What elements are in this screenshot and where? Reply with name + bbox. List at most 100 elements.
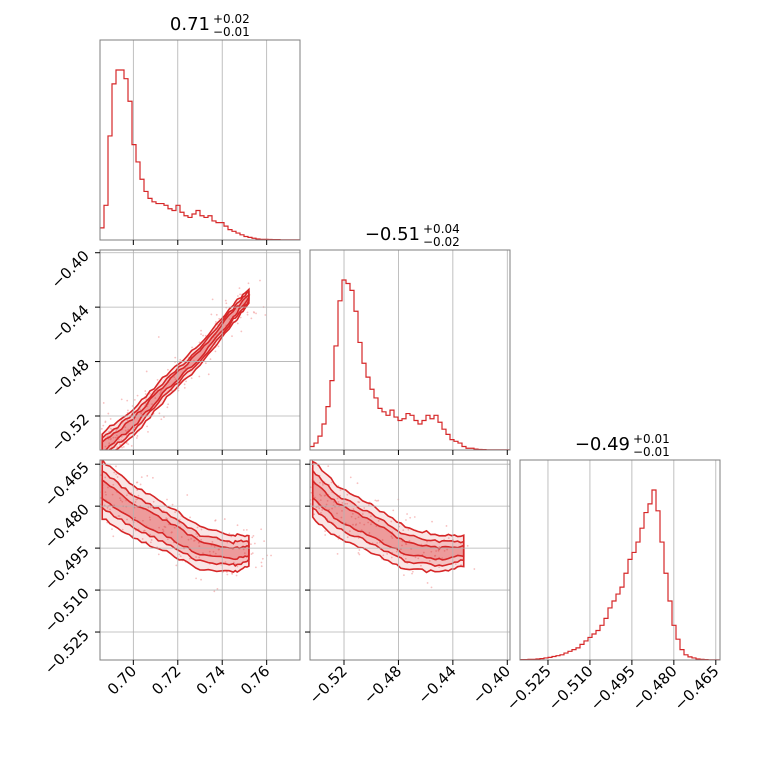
sample-point	[367, 504, 370, 506]
sample-point	[150, 539, 153, 541]
sample-point	[228, 532, 231, 535]
sample-point	[193, 539, 195, 542]
sample-point	[404, 557, 407, 560]
sample-point	[354, 517, 357, 520]
sample-point	[95, 413, 97, 415]
sample-point	[346, 502, 349, 505]
sample-point	[361, 513, 364, 515]
sample-point	[119, 499, 122, 502]
sample-point	[187, 538, 190, 541]
sample-point	[204, 334, 207, 337]
sample-point	[83, 483, 85, 485]
y-tick-label: −0.510	[41, 584, 93, 636]
sample-point	[352, 523, 354, 526]
sample-point	[243, 552, 246, 555]
sample-point	[306, 521, 308, 523]
sample-point	[147, 430, 149, 433]
sample-point	[162, 509, 165, 512]
sample-point	[126, 419, 129, 422]
sample-point	[251, 552, 254, 555]
sample-point	[149, 541, 152, 544]
sample-point	[195, 533, 198, 535]
sample-point	[116, 446, 119, 449]
sample-point	[143, 529, 146, 532]
sample-point	[195, 556, 197, 558]
sample-point	[214, 320, 217, 323]
sample-point	[377, 499, 380, 502]
sample-point	[95, 445, 97, 447]
sample-point	[147, 506, 150, 509]
sample-point	[125, 442, 128, 444]
x-tick-label: 0.72	[148, 662, 184, 698]
sample-point	[89, 479, 91, 481]
sample-point	[346, 493, 349, 496]
sample-point	[173, 526, 176, 529]
sample-point	[297, 482, 299, 484]
sample-point	[473, 568, 476, 570]
param-title-lower: −0.02	[423, 235, 460, 249]
sample-point	[405, 519, 407, 521]
sample-point	[202, 334, 204, 337]
sample-point	[226, 541, 229, 544]
sample-point	[374, 499, 377, 502]
sample-point	[239, 293, 241, 296]
sample-point	[112, 436, 115, 439]
sample-point	[107, 486, 109, 489]
sample-point	[307, 480, 309, 482]
sample-point	[370, 523, 372, 526]
sample-point	[437, 549, 440, 552]
sample-point	[121, 446, 123, 449]
sample-point	[184, 367, 187, 370]
sample-point	[208, 550, 211, 553]
sample-point	[246, 311, 249, 314]
sample-point	[392, 509, 395, 512]
sample-point	[408, 539, 411, 542]
sample-point	[466, 544, 469, 547]
histogram-panel-0	[99, 39, 301, 241]
sample-point	[336, 497, 339, 500]
sample-point	[381, 539, 384, 541]
sample-point	[302, 509, 304, 511]
sample-point	[159, 393, 162, 395]
sample-point	[242, 529, 245, 531]
sample-point	[104, 476, 107, 479]
sample-point	[414, 556, 417, 559]
density-contour	[311, 478, 465, 561]
sample-point	[319, 481, 321, 484]
sample-point	[198, 545, 201, 548]
sample-point	[235, 574, 238, 577]
sample-point	[178, 521, 181, 524]
sample-point	[102, 424, 105, 427]
sample-point	[390, 535, 393, 538]
y-tick-label: −0.525	[41, 626, 93, 678]
y-tick-label: −0.480	[41, 500, 93, 552]
sample-point	[218, 317, 221, 320]
sample-point	[198, 556, 201, 559]
sample-point	[413, 516, 416, 518]
sample-point	[246, 313, 249, 316]
sample-point	[116, 476, 119, 478]
pair-panel-body	[95, 279, 267, 456]
x-tick-label: −0.480	[629, 662, 681, 714]
sample-point	[209, 358, 212, 361]
sample-point	[141, 538, 144, 540]
sample-point	[239, 316, 242, 319]
sample-point	[242, 548, 245, 551]
sample-point	[149, 518, 152, 521]
sample-point	[214, 350, 217, 353]
sample-point	[94, 510, 96, 512]
sample-point	[223, 518, 226, 520]
sample-point	[420, 564, 422, 567]
sample-point	[166, 406, 169, 409]
sample-point	[313, 496, 316, 499]
sample-point	[331, 507, 333, 510]
param-title-2: −0.49 +0.01−0.01	[575, 432, 670, 459]
sample-point	[108, 442, 111, 445]
sample-point	[216, 587, 219, 590]
sample-point	[135, 498, 138, 501]
sample-point	[336, 552, 339, 555]
sample-point	[226, 573, 229, 576]
sample-point	[98, 454, 100, 456]
sample-point	[297, 515, 299, 517]
